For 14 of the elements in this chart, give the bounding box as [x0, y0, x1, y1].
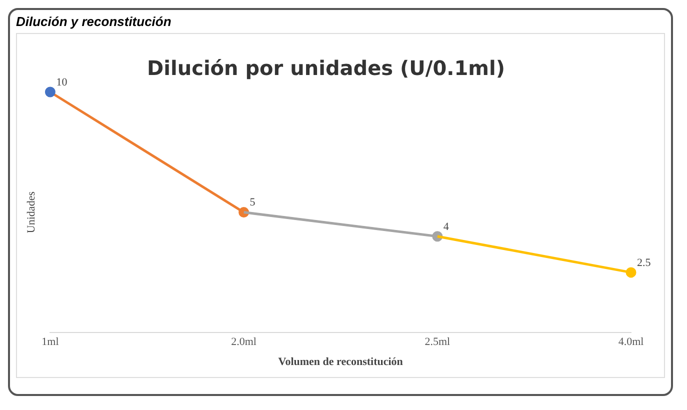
- data-label: 10: [56, 76, 68, 88]
- point: [44, 86, 56, 98]
- chart-title: Dilución y reconstitución: [16, 14, 172, 29]
- x-tick-label: 1ml: [42, 336, 59, 348]
- point: [626, 267, 636, 278]
- chart-subtitle: Dilución por unidades (U/0.1ml): [147, 56, 505, 80]
- x-axis-title: Volumen de reconstitución: [278, 356, 403, 368]
- data-label: 5: [250, 196, 256, 209]
- data-label: 2.5: [637, 256, 652, 269]
- x-tick-label: 2.0ml: [231, 336, 256, 348]
- data-label: 4: [443, 220, 450, 233]
- x-tick-label: 2.5ml: [424, 336, 450, 348]
- y-axis-title: Unidades: [25, 192, 38, 234]
- x-tick-label: 4.0ml: [618, 336, 644, 348]
